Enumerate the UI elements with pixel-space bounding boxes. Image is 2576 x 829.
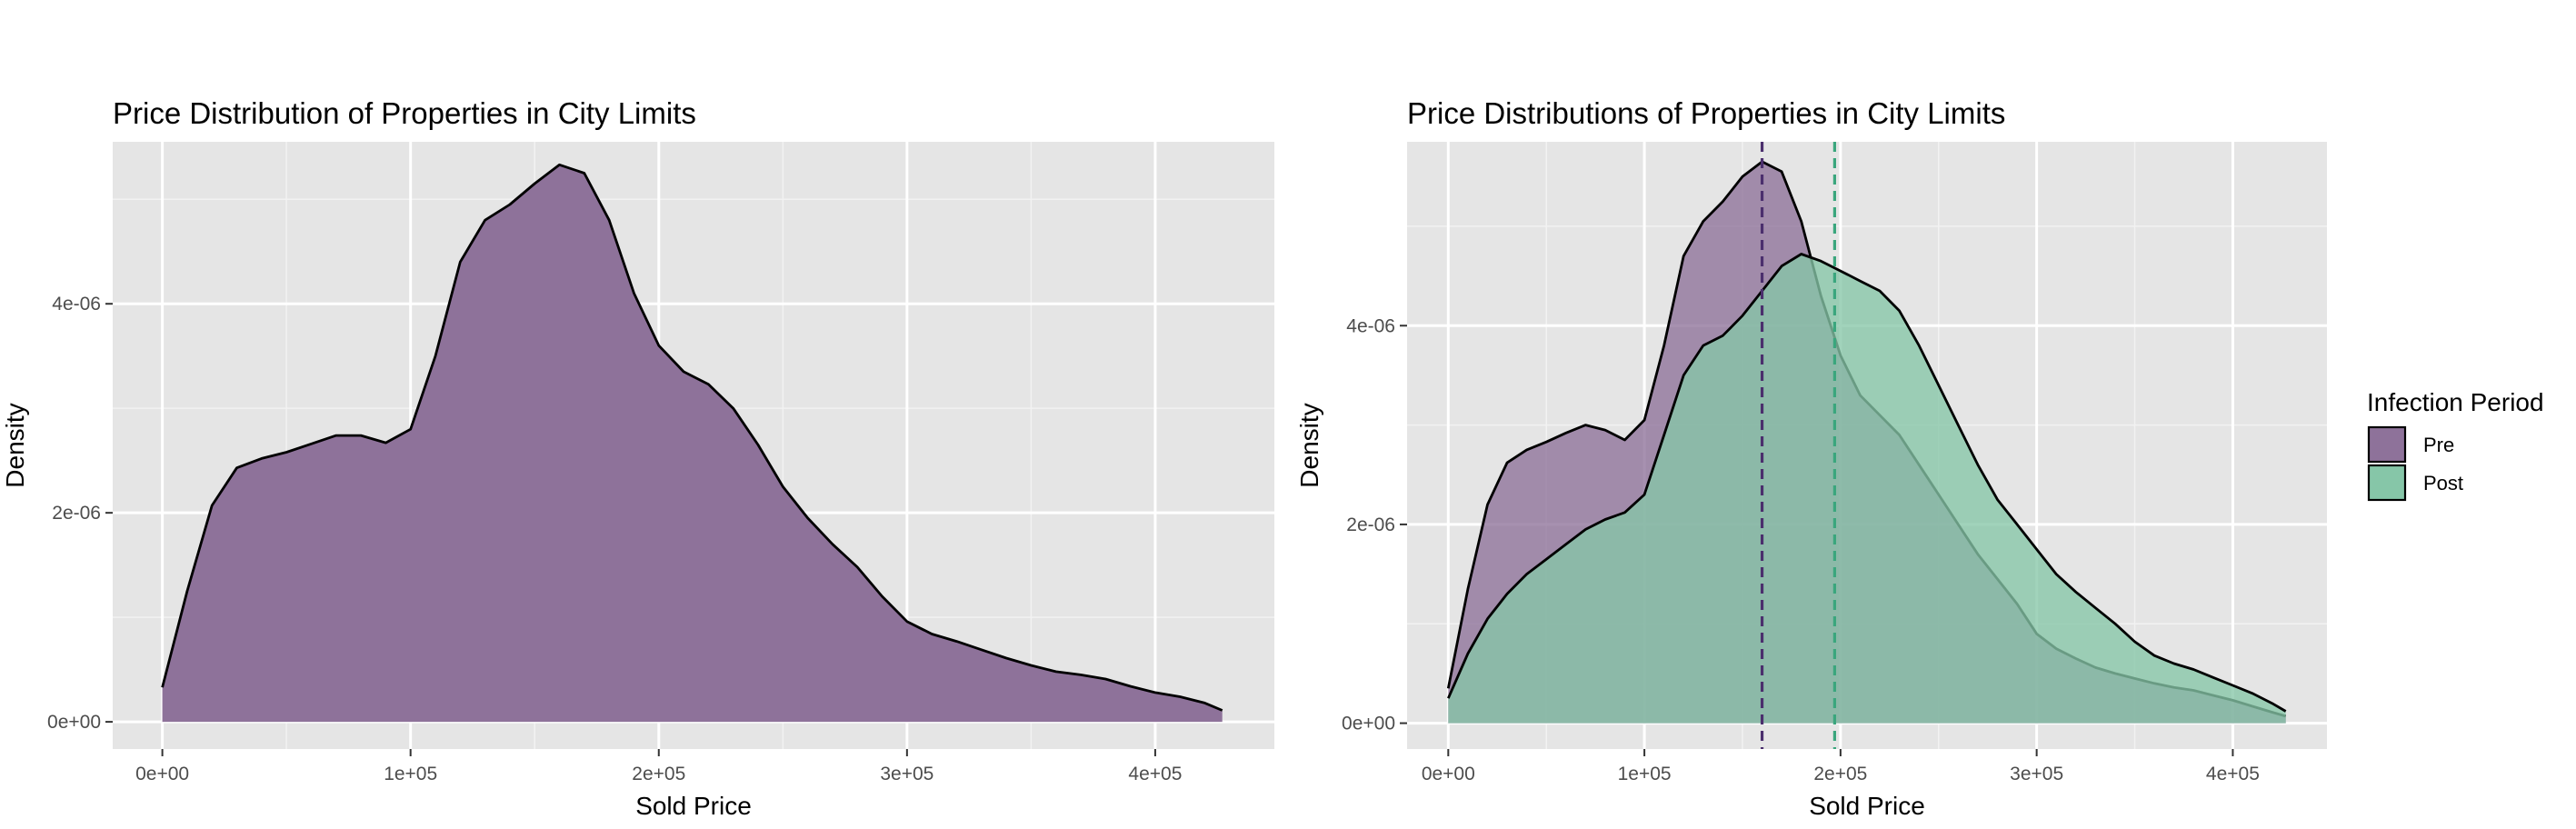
legend-title: Infection Period [2367,388,2544,416]
chart-title: Price Distributions of Properties in Cit… [1407,96,2005,130]
density-outline-post [1447,253,2287,713]
legend: Infection Period Pre Post [2367,388,2544,502]
x-tick-label: 3e+05 [2010,764,2063,784]
y-tick-label: 0e+00 [47,712,101,733]
density-outline-series [161,163,1223,712]
chart-title: Price Distribution of Properties in City… [113,96,696,130]
y-tick-label: 4e-06 [52,294,101,315]
density-area-series [162,165,1223,723]
legend-label-post: Post [2423,472,2463,494]
y-tick-label: 0e+00 [1342,714,1395,734]
x-tick-label: 0e+00 [1422,764,1475,784]
y-axis-title: Density [1295,403,1323,487]
y-axis-title: Density [1,403,29,487]
x-axis-title: Sold Price [635,792,752,820]
x-tick-label: 4e+05 [2206,764,2260,784]
x-tick-label: 2e+05 [1813,764,1867,784]
x-tick-label: 4e+05 [1128,764,1182,784]
density-area-post [1448,254,2286,724]
chart-1: 0e+00 1e+05 2e+05 3e+05 4e+05 0e+00 2e-06 4e-06… [1,96,1274,820]
y-tick-label: 2e-06 [52,503,101,524]
legend-key-post [2367,464,2407,502]
y-tick-label: 4e-06 [1346,315,1395,336]
x-axis-title: Sold Price [1809,792,1925,820]
x-tick-label: 2e+05 [632,764,685,784]
x-tick-label: 1e+05 [384,764,437,784]
x-tick-label: 3e+05 [880,764,934,784]
legend-label-pre: Pre [2423,434,2454,456]
x-tick-label: 1e+05 [1618,764,1672,784]
chart-2: 0e+00 1e+05 2e+05 3e+05 4e+05 0e+00 2e-06 4e-06… [1295,96,2544,820]
y-tick-label: 2e-06 [1346,514,1395,535]
x-tick-label: 0e+00 [135,764,189,784]
legend-key-pre [2367,425,2407,464]
